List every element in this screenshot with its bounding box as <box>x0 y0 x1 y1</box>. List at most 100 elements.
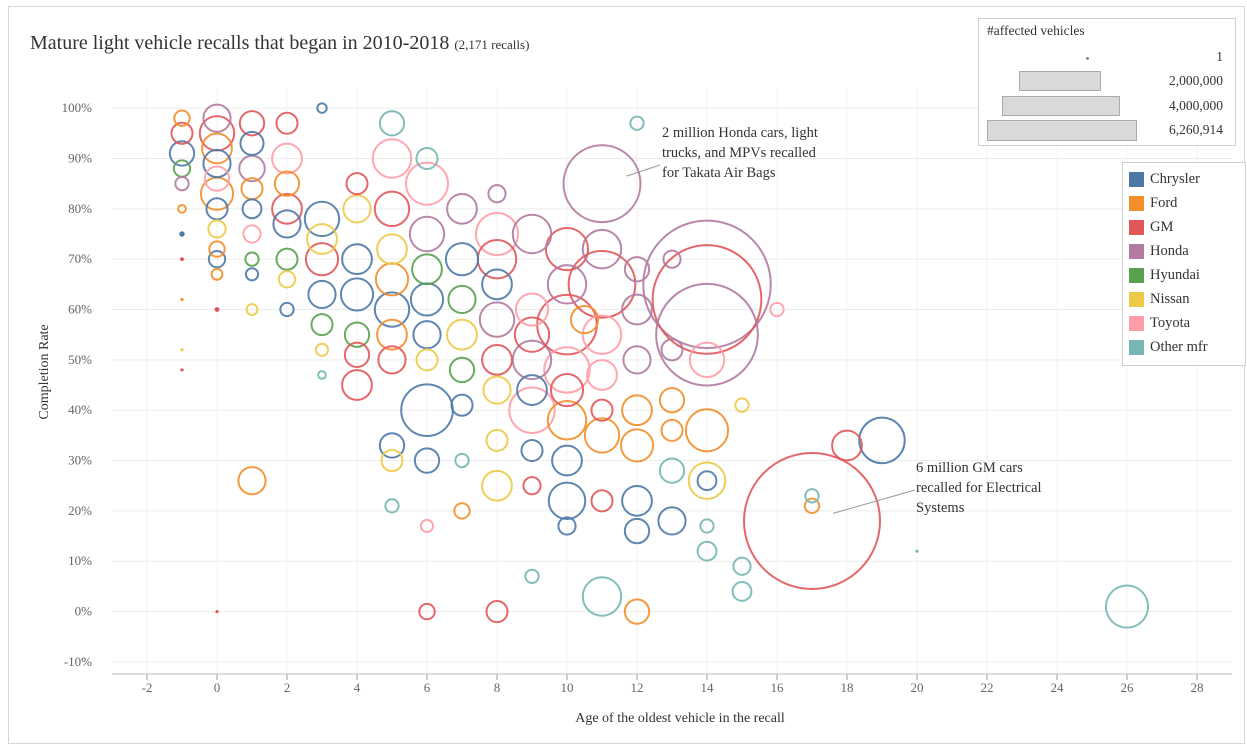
data-point <box>658 386 686 414</box>
x-tick-label: 0 <box>214 680 221 695</box>
data-point <box>660 338 684 362</box>
data-point <box>412 320 442 350</box>
data-point <box>485 428 509 452</box>
data-point <box>732 556 752 576</box>
data-point <box>179 231 185 237</box>
data-point <box>450 393 474 417</box>
legend-item-chrysler[interactable]: Chrysler <box>1129 169 1200 189</box>
data-point <box>544 227 590 272</box>
data-point <box>304 242 340 277</box>
data-point <box>245 303 259 316</box>
data-point <box>373 291 411 328</box>
axis-ticks: -10% 0% 10% 20% 30% 40% 50% 60% 70% 80% 90% 100% -2 0… <box>62 100 1232 695</box>
color-legend: Chrysler Ford GM Honda Hyundai Nissan To… <box>1122 162 1246 366</box>
data-point <box>174 175 190 192</box>
legend-item-gm[interactable]: GM <box>1129 217 1173 237</box>
y-tick-label: 80% <box>68 201 92 216</box>
chart-frame <box>8 6 1245 744</box>
legend-label: Chrysler <box>1150 170 1200 187</box>
legend-item-nissan[interactable]: Nissan <box>1129 289 1189 309</box>
data-point <box>642 219 772 350</box>
data-point <box>272 209 302 239</box>
data-point <box>341 369 373 401</box>
data-point <box>342 194 372 224</box>
data-point <box>623 598 651 625</box>
data-point <box>380 449 404 473</box>
data-point <box>419 518 435 534</box>
data-point <box>180 348 184 352</box>
legend-label: Ford <box>1150 194 1178 211</box>
y-axis-label: Completion Rate <box>37 324 52 419</box>
data-point <box>743 451 881 590</box>
data-point <box>273 170 301 197</box>
x-tick-label: 16 <box>771 680 785 695</box>
data-point <box>581 228 623 270</box>
data-point <box>696 470 718 492</box>
data-point <box>277 270 297 289</box>
data-point <box>202 103 232 133</box>
data-point <box>404 161 450 206</box>
legend-label: Honda <box>1150 242 1189 259</box>
y-tick-label: 70% <box>68 251 92 266</box>
legend-label: Nissan <box>1150 290 1190 307</box>
data-point <box>374 262 410 297</box>
data-point <box>413 447 441 474</box>
x-tick-label: 26 <box>1121 680 1135 695</box>
data-point <box>731 581 753 602</box>
data-point <box>567 250 637 319</box>
legend-item-other-mfr[interactable]: Other mfr <box>1129 337 1208 357</box>
x-axis-label: Age of the oldest vehicle in the recall <box>575 711 785 726</box>
data-point <box>482 375 512 405</box>
data-point <box>583 417 621 454</box>
data-point <box>915 549 919 553</box>
data-point <box>658 457 686 484</box>
data-point <box>487 184 507 204</box>
data-point <box>629 115 645 131</box>
data-point <box>662 249 682 269</box>
data-point <box>651 244 763 355</box>
data-point <box>621 484 653 517</box>
legend-item-ford[interactable]: Ford <box>1129 193 1177 213</box>
data-point <box>549 372 585 408</box>
data-point <box>569 304 600 335</box>
size-legend-entry-3: 6,260,914 <box>1169 122 1223 137</box>
data-point <box>173 109 191 127</box>
legend-item-honda[interactable]: Honda <box>1129 241 1189 261</box>
data-point <box>699 518 715 534</box>
data-point <box>543 346 591 394</box>
data-point <box>371 138 413 179</box>
data-point <box>237 466 267 496</box>
data-point <box>769 301 785 318</box>
data-point <box>418 602 436 621</box>
data-point <box>279 301 295 318</box>
y-tick-label: 10% <box>68 553 92 568</box>
x-tick-label: 28 <box>1191 680 1204 695</box>
legend-swatch <box>1129 291 1144 307</box>
data-point <box>623 256 651 283</box>
x-tick-label: 4 <box>354 680 361 695</box>
legend-item-toyota[interactable]: Toyota <box>1129 313 1190 333</box>
size-legend-entry-2: 4,000,000 <box>1169 98 1223 113</box>
data-point <box>343 321 371 348</box>
y-tick-label: 50% <box>68 352 92 367</box>
data-point <box>447 284 477 315</box>
data-point <box>524 568 540 585</box>
data-point <box>619 428 655 463</box>
data-point <box>660 418 684 442</box>
data-point <box>239 130 265 156</box>
data-point <box>446 192 478 225</box>
bubble-marks <box>168 102 1150 629</box>
data-point <box>172 159 192 178</box>
data-point <box>623 517 651 545</box>
data-point <box>343 341 371 368</box>
legend-item-hyundai[interactable]: Hyundai <box>1129 265 1200 285</box>
annotation-text: for Takata Air Bags <box>662 165 776 181</box>
data-point <box>804 488 820 504</box>
data-point <box>310 313 334 337</box>
data-point <box>474 211 520 257</box>
data-point <box>341 243 373 276</box>
size-legend-bar-3 <box>987 120 1137 141</box>
chart-title-count: (2,171 recalls) <box>454 37 530 52</box>
annotation-text: recalled for Electrical <box>916 480 1042 496</box>
legend-swatch <box>1129 315 1144 331</box>
